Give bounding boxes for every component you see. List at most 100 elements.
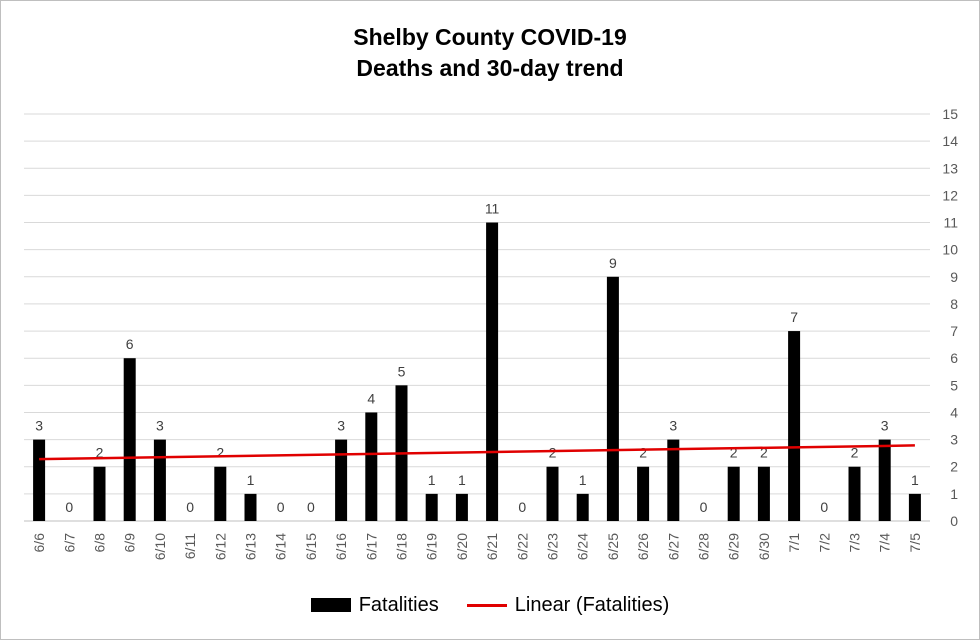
data-label-6/9: 6 — [126, 336, 134, 352]
x-tick-label-6/10: 6/10 — [152, 533, 168, 560]
x-tick-label-6/29: 6/29 — [726, 533, 742, 560]
y-tick-label-10: 10 — [942, 242, 958, 258]
bar-6/9 — [123, 358, 136, 521]
x-tick-label-7/4: 7/4 — [877, 533, 893, 553]
y-tick-label-12: 12 — [942, 187, 958, 203]
y-tick-label-1: 1 — [950, 486, 958, 502]
data-label-7/2: 0 — [820, 499, 828, 515]
x-tick-label-6/9: 6/9 — [122, 533, 138, 553]
bar-6/17 — [365, 412, 378, 521]
y-tick-label-11: 11 — [943, 215, 958, 231]
bar-6/24 — [576, 493, 589, 521]
data-label-6/8: 2 — [96, 445, 104, 461]
x-tick-label-6/24: 6/24 — [575, 533, 591, 560]
y-tick-label-6: 6 — [950, 350, 958, 366]
data-label-6/6: 3 — [35, 418, 43, 434]
x-tick-label-6/18: 6/18 — [394, 533, 410, 560]
data-label-6/29: 2 — [730, 445, 738, 461]
y-tick-label-0: 0 — [950, 513, 958, 529]
x-tick-label-6/19: 6/19 — [424, 533, 440, 560]
bar-6/6 — [33, 439, 46, 521]
data-label-7/4: 3 — [881, 418, 889, 434]
data-label-6/21: 11 — [485, 201, 500, 217]
x-tick-label-6/27: 6/27 — [665, 533, 681, 560]
trendline-linear-fatalities — [39, 444, 915, 461]
y-tick-label-5: 5 — [950, 377, 958, 393]
y-tick-label-13: 13 — [942, 160, 958, 176]
data-label-6/10: 3 — [156, 418, 164, 434]
y-tick-label-14: 14 — [942, 133, 958, 149]
bar-6/26 — [637, 466, 650, 521]
legend-item-trendline: Linear (Fatalities) — [466, 593, 670, 617]
bar-7/1 — [788, 331, 801, 521]
y-tick-label-9: 9 — [950, 269, 958, 285]
x-tick-label-6/14: 6/14 — [273, 533, 289, 560]
chart-title-line-2: Deaths and 30-day trend — [356, 55, 624, 81]
y-tick-label-7: 7 — [950, 323, 958, 339]
legend-label-trendline: Linear (Fatalities) — [514, 593, 670, 616]
bars-series-fatalities — [33, 222, 921, 522]
legend: Fatalities Linear (Fatalities) — [0, 590, 980, 620]
bar-7/5 — [908, 493, 921, 521]
x-tick-label-6/17: 6/17 — [363, 533, 379, 560]
bar-6/30 — [757, 466, 770, 521]
bar-6/16 — [335, 439, 348, 521]
x-tick-label-6/20: 6/20 — [454, 533, 470, 560]
x-tick-label-6/22: 6/22 — [514, 533, 530, 560]
data-label-6/20: 1 — [458, 472, 466, 488]
bar-6/29 — [727, 466, 740, 521]
bar-6/13 — [244, 493, 257, 521]
chart-title: Shelby County COVID-19 Deaths and 30-day… — [0, 22, 980, 84]
x-tick-label-6/25: 6/25 — [605, 533, 621, 560]
data-label-6/27: 3 — [669, 418, 677, 434]
x-tick-label-7/3: 7/3 — [847, 533, 863, 553]
data-label-6/17: 4 — [367, 390, 375, 406]
x-tick-label-6/6: 6/6 — [31, 533, 47, 553]
legend-item-fatalities: Fatalities — [310, 594, 439, 617]
bar-6/12 — [214, 466, 227, 521]
data-label-6/24: 1 — [579, 472, 587, 488]
trendline — [39, 444, 915, 461]
data-label-7/3: 2 — [851, 445, 859, 461]
data-label-6/30: 2 — [760, 445, 768, 461]
x-tick-label-7/1: 7/1 — [786, 533, 802, 553]
x-tick-label-6/13: 6/13 — [243, 533, 259, 560]
bar-6/20 — [455, 493, 468, 521]
bar-6/21 — [486, 222, 499, 522]
bar-6/10 — [153, 439, 166, 521]
x-axis: 6/6 6/7 6/8 6/9 6/10 6/11 6/12 6/13 6/14 6/15 6/16… — [31, 533, 923, 560]
data-label-6/16: 3 — [337, 418, 345, 434]
x-tick-label-6/7: 6/7 — [61, 533, 77, 553]
x-tick-label-6/12: 6/12 — [212, 533, 228, 560]
x-tick-label-6/15: 6/15 — [303, 533, 319, 560]
data-label-6/26: 2 — [639, 445, 647, 461]
x-tick-label-6/8: 6/8 — [92, 533, 108, 553]
legend-swatch-trendline — [466, 603, 507, 607]
data-label-6/12: 2 — [216, 445, 224, 461]
y-tick-label-15: 15 — [942, 106, 958, 122]
data-label-6/18: 5 — [398, 363, 406, 379]
data-label-7/5: 1 — [911, 472, 919, 488]
y-tick-label-4: 4 — [950, 404, 958, 420]
data-label-6/13: 1 — [247, 472, 255, 488]
bar-6/27 — [667, 439, 680, 521]
bar-6/8 — [93, 466, 106, 521]
data-label-6/11: 0 — [186, 499, 194, 515]
x-tick-label-6/21: 6/21 — [484, 533, 500, 560]
data-label-6/23: 2 — [549, 445, 557, 461]
data-label-7/1: 7 — [790, 309, 798, 325]
x-tick-label-6/26: 6/26 — [635, 533, 651, 560]
x-tick-label-6/11: 6/11 — [182, 533, 198, 559]
x-tick-label-6/16: 6/16 — [333, 533, 349, 560]
data-label-6/28: 0 — [700, 499, 708, 515]
data-label-6/7: 0 — [65, 499, 73, 515]
y-tick-label-3: 3 — [950, 432, 958, 448]
data-label-6/25: 9 — [609, 255, 617, 271]
chart-title-line-1: Shelby County COVID-19 — [353, 24, 627, 50]
data-label-6/19: 1 — [428, 472, 436, 488]
x-tick-label-7/5: 7/5 — [907, 533, 923, 553]
x-tick-label-6/23: 6/23 — [545, 533, 561, 560]
